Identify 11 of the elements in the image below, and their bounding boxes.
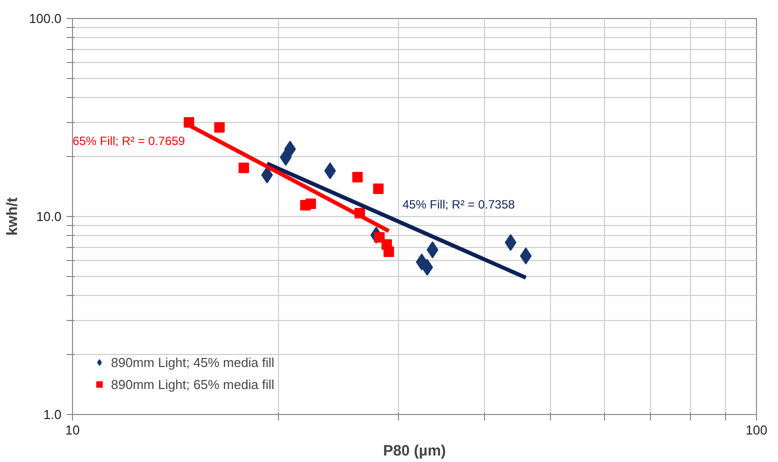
legend-label: 890mm Light; 45% media fill (111, 354, 274, 370)
x-axis-title: P80 (µm) (383, 442, 446, 460)
y-tick-label: 100.0 (28, 11, 62, 26)
annotation: 45% Fill; R² = 0.7358 (402, 198, 516, 212)
y-tick-label: 1.0 (43, 407, 62, 422)
y-axis-title: kwh/t (4, 197, 21, 236)
x-tick-label: 10 (65, 422, 80, 438)
legend-label: 890mm Light; 65% media fill (111, 376, 274, 392)
annotation: 65% Fill; R² = 0.7659 (72, 134, 186, 148)
x-tick-label: 100 (746, 422, 768, 438)
y-tick-label: 10.0 (36, 209, 62, 224)
